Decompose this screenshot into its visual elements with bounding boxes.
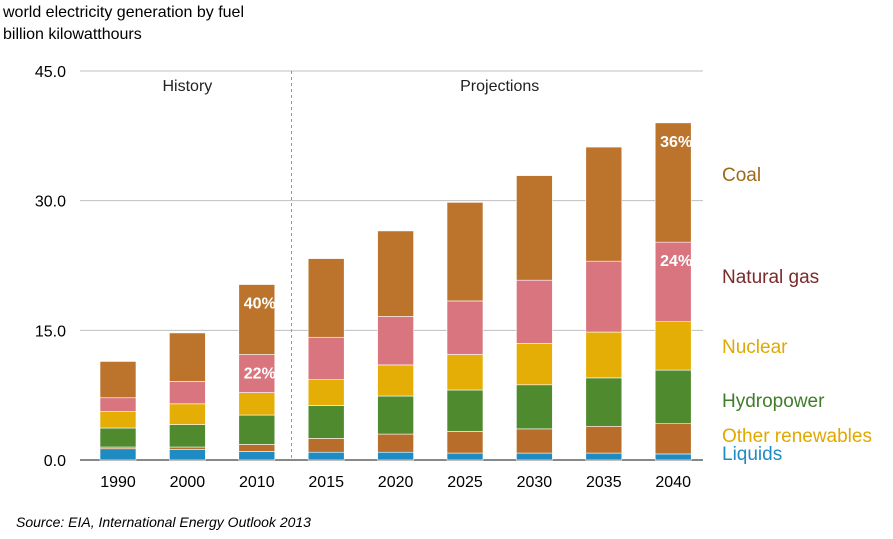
bar-segment-other-renewables <box>586 426 622 453</box>
bar-segment-hydropower <box>239 415 275 444</box>
x-tick-label: 1990 <box>100 474 136 491</box>
bar-segment-nuclear <box>516 343 552 384</box>
y-tick-label: 45.0 <box>35 64 66 81</box>
bar-segment-liquids <box>586 453 622 460</box>
bar-segment-other-renewables <box>516 429 552 453</box>
bar-segment-hydropower <box>378 396 414 434</box>
x-tick-label: 2015 <box>308 474 344 491</box>
bar-segment-liquids <box>239 451 275 460</box>
bar-segment-liquids <box>169 450 205 460</box>
bar-segment-natural-gas <box>586 261 622 332</box>
bar-segment-coal <box>100 361 136 397</box>
x-tick-label: 2000 <box>170 474 206 491</box>
bar-segment-other-renewables <box>169 447 205 450</box>
x-tick-label: 2020 <box>378 474 414 491</box>
data-label: 36% <box>660 134 692 151</box>
bar-segment-hydropower <box>516 385 552 429</box>
legend-entry-nuclear: Nuclear <box>722 337 788 358</box>
bar-segment-liquids <box>100 449 136 460</box>
bar-segment-liquids <box>378 452 414 460</box>
bar-segment-natural-gas <box>447 301 483 355</box>
bar-segment-hydropower <box>308 406 344 439</box>
bar-segment-liquids <box>516 453 552 460</box>
bar-segment-coal <box>378 231 414 317</box>
bar-segment-nuclear <box>655 322 691 370</box>
bar-segment-natural-gas <box>100 398 136 412</box>
y-tick-label: 30.0 <box>35 194 66 211</box>
bar-segment-hydropower <box>100 428 136 447</box>
bar-segment-nuclear <box>308 380 344 406</box>
bar-segment-hydropower <box>655 370 691 424</box>
bar-segment-hydropower <box>586 378 622 426</box>
bar-segment-nuclear <box>100 412 136 428</box>
bar-segment-nuclear <box>239 393 275 415</box>
bar-segment-natural-gas <box>308 337 344 379</box>
data-label: 40% <box>244 296 276 313</box>
legend-entry-liquids: Liquids <box>722 444 782 465</box>
bar-segment-natural-gas <box>516 280 552 343</box>
bar-segment-other-renewables <box>308 438 344 452</box>
stacked-bar-chart: 0.0 15.0 30.0 45.0 History Projections 1990 200… <box>0 0 893 539</box>
y-tick-label: 15.0 <box>35 323 66 340</box>
bar-segment-natural-gas <box>378 317 414 365</box>
bar-segment-coal <box>516 176 552 281</box>
bar-segment-liquids <box>308 452 344 460</box>
x-tick-label: 2030 <box>517 474 553 491</box>
x-tick-label: 2035 <box>586 474 622 491</box>
bar-segment-other-renewables <box>447 431 483 453</box>
x-tick-label: 2010 <box>239 474 275 491</box>
legend-entry-natural-gas: Natural gas <box>722 267 819 288</box>
source-note: Source: EIA, International Energy Outloo… <box>16 514 311 530</box>
legend-entry-hydropower: Hydropower <box>722 391 825 412</box>
legend-entry-coal: Coal <box>722 165 761 186</box>
data-label: 22% <box>244 366 276 383</box>
bar-segment-liquids <box>447 453 483 460</box>
bar-segment-other-renewables <box>239 444 275 451</box>
bar-segment-coal <box>169 333 205 381</box>
data-label: 24% <box>660 253 692 270</box>
bar-segment-coal <box>308 259 344 338</box>
period-label-projections: Projections <box>460 78 539 95</box>
x-tick-label: 2040 <box>655 474 691 491</box>
bar-segment-liquids <box>655 454 691 460</box>
y-tick-label: 0.0 <box>44 453 66 470</box>
bar-segment-nuclear <box>378 365 414 396</box>
period-label-history: History <box>163 78 213 95</box>
bar-segment-other-renewables <box>378 434 414 452</box>
bar-segment-other-renewables <box>655 424 691 454</box>
bar-segment-nuclear <box>447 355 483 390</box>
bar-segment-coal <box>447 202 483 301</box>
bar-segment-nuclear <box>586 332 622 378</box>
bar-segment-nuclear <box>169 404 205 425</box>
x-tick-label: 2025 <box>447 474 483 491</box>
bar-segment-hydropower <box>169 425 205 447</box>
bar-segment-coal <box>586 147 622 261</box>
bar-segment-hydropower <box>447 390 483 431</box>
bar-segment-natural-gas <box>169 381 205 403</box>
